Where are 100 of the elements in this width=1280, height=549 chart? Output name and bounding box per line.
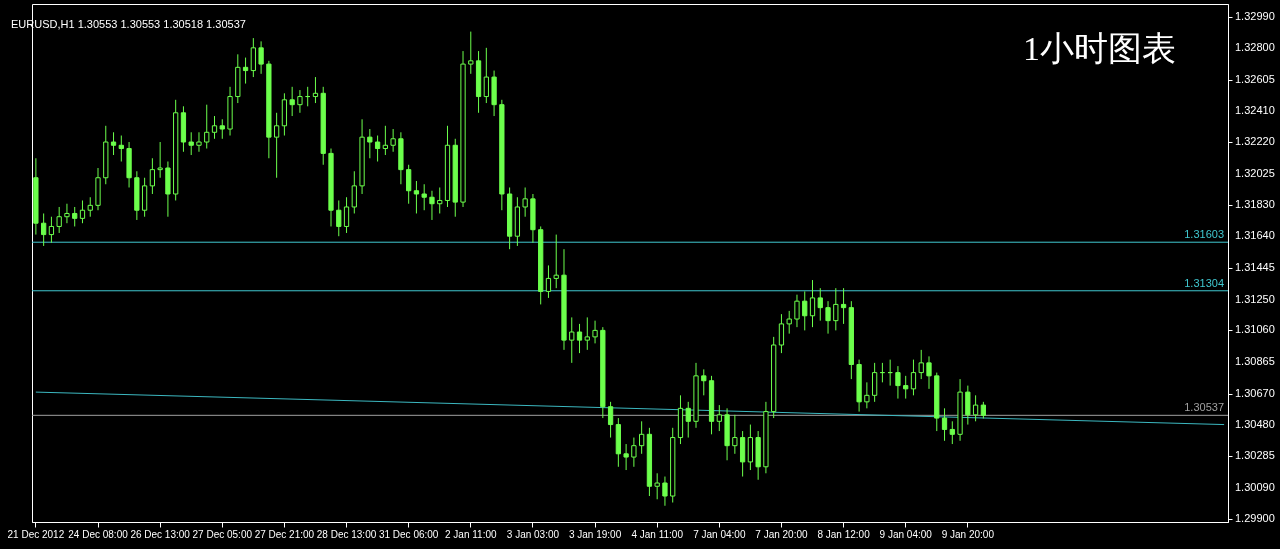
- candlestick: [926, 355, 932, 390]
- y-tick-label: 1.32800: [1235, 40, 1275, 53]
- candlestick: [607, 401, 614, 439]
- candlestick: [639, 420, 645, 455]
- candlestick: [390, 128, 396, 153]
- candlestick: [219, 118, 225, 140]
- candlestick: [910, 359, 917, 396]
- candlestick: [72, 206, 78, 227]
- candlestick: [157, 141, 163, 179]
- candlestick: [374, 135, 381, 163]
- candlestick: [840, 287, 847, 325]
- y-tick-label: 1.30090: [1235, 480, 1275, 493]
- x-tick-label: 28 Dec 13:00: [316, 528, 377, 540]
- x-tick-label: 7 Jan 04:00: [693, 528, 746, 540]
- y-tick-label: 1.31060: [1235, 323, 1275, 336]
- candlestick: [289, 86, 295, 117]
- candlestick: [592, 320, 598, 344]
- x-tick-label: 7 Jan 20:00: [755, 528, 809, 540]
- candlestick: [786, 310, 792, 335]
- candlestick: [343, 196, 350, 234]
- ref-line-label: 1.30537: [1184, 401, 1224, 414]
- candlestick: [778, 313, 785, 354]
- candlestick: [297, 89, 303, 114]
- x-tick-label: 4 Jan 11:00: [631, 528, 684, 540]
- candlestick: [437, 186, 443, 214]
- candlestick: [623, 443, 629, 471]
- x-tick-label: 3 Jan 19:00: [568, 528, 622, 540]
- candlestick: [250, 37, 256, 78]
- candlestick: [149, 157, 156, 195]
- y-tick-label: 1.32990: [1235, 9, 1275, 22]
- candlestick: [654, 472, 660, 500]
- candlestick: [258, 40, 264, 75]
- x-tick-label: 2 Jan 11:00: [445, 528, 497, 540]
- x-tick-label: 27 Dec 05:00: [192, 528, 253, 540]
- candlestick: [483, 47, 489, 104]
- candlestick: [949, 420, 955, 445]
- candlestick: [274, 112, 280, 179]
- candlestick: [576, 323, 583, 354]
- candlestick: [110, 131, 117, 156]
- candlestick: [941, 407, 948, 442]
- annotation: 1小时图表: [1023, 30, 1176, 67]
- x-tick-label: 21 Dec 2012: [7, 528, 65, 540]
- y-tick-label: 1.31445: [1235, 260, 1275, 273]
- y-tick-label: 1.32410: [1235, 104, 1275, 117]
- candlestick: [545, 264, 552, 299]
- candlestick: [569, 316, 575, 364]
- x-tick-label: 3 Jan 03:00: [506, 528, 560, 540]
- candlestick: [794, 294, 800, 328]
- x-tick-label: 24 Dec 08:00: [68, 528, 129, 540]
- y-tick-label: 1.30285: [1235, 449, 1275, 462]
- candlestick: [406, 164, 412, 205]
- candlestick: [809, 279, 816, 328]
- x-tick-label: 31 Dec 06:00: [378, 528, 439, 540]
- y-tick-label: 1.31830: [1235, 198, 1275, 211]
- x-tick-label: 9 Jan 04:00: [879, 528, 933, 540]
- candlestick: [87, 196, 93, 218]
- candlestick: [895, 365, 901, 400]
- candlestick: [631, 437, 637, 468]
- candlestick: [56, 206, 62, 234]
- x-tick-label: 8 Jan 12:00: [817, 528, 871, 540]
- y-tick-label: 1.29900: [1235, 511, 1275, 524]
- candlestick: [833, 287, 839, 331]
- candlestick: [421, 183, 427, 211]
- candlestick: [336, 199, 342, 237]
- candlestick: [211, 115, 218, 140]
- candlestick: [864, 381, 870, 409]
- candlestick: [64, 203, 70, 224]
- candlestick: [41, 212, 47, 247]
- candlestick: [662, 476, 668, 507]
- candlestick: [802, 290, 808, 331]
- candlestick: [188, 131, 194, 156]
- candlestick: [903, 375, 909, 400]
- candlestick: [701, 368, 707, 396]
- y-tick-label: 1.31640: [1235, 229, 1275, 242]
- y-tick-label: 1.32605: [1235, 72, 1275, 85]
- x-tick-label: 26 Dec 13:00: [130, 528, 191, 540]
- candlestick: [118, 135, 124, 163]
- candlestick: [872, 362, 878, 403]
- x-tick-label: 27 Dec 21:00: [254, 528, 315, 540]
- candlestick: [79, 199, 86, 224]
- candlestick: [429, 190, 435, 221]
- x-tick-label: 9 Jan 20:00: [941, 528, 995, 540]
- y-tick-label: 1.32025: [1235, 166, 1275, 179]
- candlestick: [584, 316, 590, 351]
- candlestick: [825, 300, 831, 335]
- candlestick: [312, 76, 319, 104]
- y-tick-label: 1.30480: [1235, 417, 1275, 430]
- candlestick: [732, 414, 738, 455]
- ref-line-label: 1.31304: [1184, 276, 1224, 289]
- candlestick: [817, 287, 823, 322]
- ref-line-label: 1.31603: [1184, 228, 1224, 241]
- candlestick: [367, 128, 373, 159]
- y-tick-label: 1.30670: [1235, 386, 1275, 399]
- candlestick: [204, 104, 210, 150]
- candlestick: [351, 170, 357, 214]
- candlestick: [48, 216, 55, 244]
- candlestick: [522, 186, 528, 218]
- candlestick: [413, 180, 420, 214]
- candlestick: [242, 57, 249, 85]
- candlestick: [382, 125, 388, 156]
